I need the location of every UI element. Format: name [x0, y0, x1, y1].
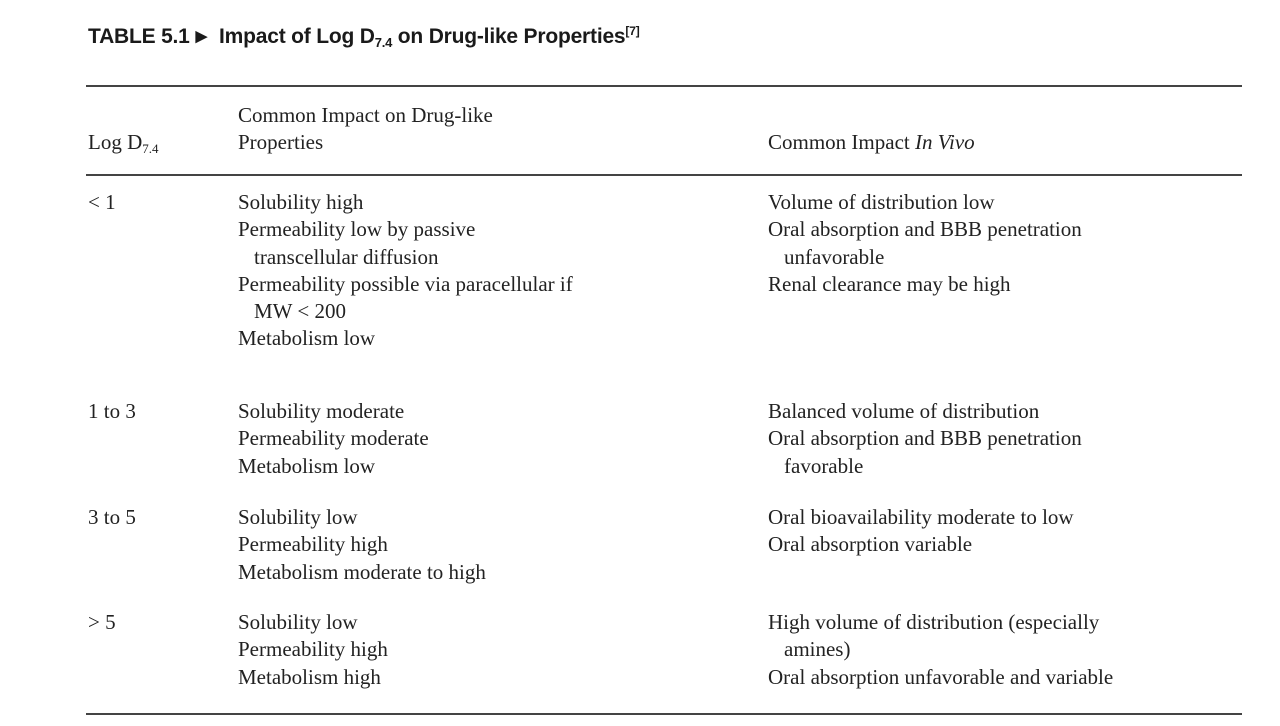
list-item-line: Permeability possible via paracellular i…	[238, 271, 573, 296]
table-title: TABLE 5.1 ▶ Impact of Log D7.4 on Drug-lik…	[88, 24, 640, 50]
cell-logd: < 1	[88, 190, 116, 214]
list-item-line: favorable	[784, 453, 864, 478]
title-subscript: 7.4	[374, 35, 393, 50]
list-item-line: Metabolism low	[238, 453, 376, 478]
header-properties: Common Impact on Drug-like Properties	[238, 102, 493, 157]
list-item-line: High volume of distribution (especially	[768, 610, 1100, 634]
cell-in-vivo: Oral bioavailability moderate to low Oral…	[768, 504, 1074, 559]
cell-properties: Solubility low Permeability high Metabolis…	[238, 504, 486, 586]
cell-in-vivo: Volume of distribution low Oral absorptio…	[768, 189, 1082, 298]
bottom-rule	[86, 713, 1242, 715]
list-item-line: Solubility high	[238, 190, 364, 214]
list-item-line: Oral absorption and BBB penetration	[768, 217, 1082, 242]
cell-in-vivo: High volume of distribution (especially a…	[768, 609, 1113, 691]
list-item-line: amines)	[784, 637, 851, 662]
title-text: Impact of Log D	[219, 25, 375, 48]
header-properties-line: Properties	[238, 130, 324, 155]
list-item-line: Permeability high	[238, 637, 388, 662]
list-item-line: Volume of distribution low	[768, 190, 995, 214]
header-properties-line: Common Impact on Drug-like	[238, 103, 493, 127]
triangle-right-icon: ▶	[195, 28, 208, 45]
list-item-line: Permeability high	[238, 532, 388, 557]
cell-properties: Solubility high Permeability low by passi…	[238, 189, 573, 353]
list-item-line: Oral absorption and BBB penetration	[768, 426, 1082, 451]
list-item-line: Permeability low by passive	[238, 217, 476, 242]
list-item-line: unfavorable	[784, 244, 885, 269]
header-logd-subscript: 7.4	[142, 141, 159, 156]
cell-logd: 1 to 3	[88, 399, 136, 423]
list-item-line: MW < 200	[254, 299, 346, 324]
list-item-line: Oral absorption variable	[768, 532, 973, 557]
list-item-line: Balanced volume of distribution	[768, 399, 1040, 423]
header-rule	[86, 174, 1242, 176]
cell-properties: Solubility low Permeability high Metabolis…	[238, 609, 388, 691]
list-item-line: Solubility moderate	[238, 399, 405, 423]
list-item-line: Solubility low	[238, 610, 358, 634]
title-text-end: on Drug-like Properties	[392, 25, 626, 48]
top-rule	[86, 85, 1242, 87]
header-logd: Log D7.4	[88, 129, 159, 162]
cell-logd: 3 to 5	[88, 505, 136, 529]
list-item-line: Metabolism high	[238, 664, 381, 689]
table-label: TABLE 5.1	[88, 25, 190, 48]
cell-logd: > 5	[88, 610, 116, 634]
list-item-line: Metabolism moderate to high	[238, 559, 486, 584]
header-logd-text: Log D	[88, 130, 143, 154]
list-item-line: Solubility low	[238, 505, 358, 529]
list-item-line: Renal clearance may be high	[768, 271, 1011, 296]
list-item-line: Oral absorption unfavorable and variable	[768, 664, 1114, 689]
list-item-line: Permeability moderate	[238, 426, 429, 451]
header-in-vivo: Common Impact In Vivo	[768, 129, 975, 156]
reference-marker: [7]	[625, 24, 640, 38]
cell-in-vivo: Balanced volume of distribution Oral abso…	[768, 398, 1082, 480]
header-in-vivo-italic: In Vivo	[914, 130, 975, 154]
list-item-line: Metabolism low	[238, 326, 376, 351]
list-item-line: transcellular diffusion	[254, 244, 439, 269]
cell-properties: Solubility moderate Permeability moderate…	[238, 398, 429, 480]
header-in-vivo-text: Common Impact	[768, 130, 915, 154]
list-item-line: Oral bioavailability moderate to low	[768, 505, 1074, 529]
